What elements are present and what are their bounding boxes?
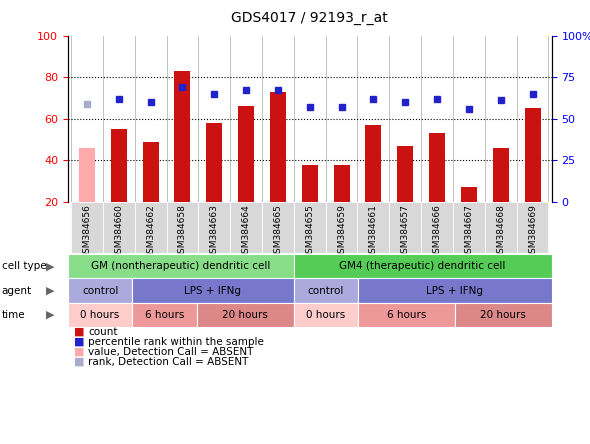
Text: 6 hours: 6 hours: [387, 310, 426, 320]
Text: GSM384655: GSM384655: [305, 205, 314, 259]
Text: LPS + IFNg: LPS + IFNg: [427, 285, 483, 296]
Text: GSM384665: GSM384665: [273, 205, 283, 259]
Bar: [389, 202, 421, 253]
Bar: [421, 202, 453, 253]
Bar: [230, 202, 262, 253]
Text: GM4 (therapeutic) dendritic cell: GM4 (therapeutic) dendritic cell: [339, 261, 506, 271]
Bar: [429, 133, 445, 202]
Bar: [238, 106, 254, 202]
Text: control: control: [82, 285, 118, 296]
Bar: [517, 202, 549, 253]
Text: 6 hours: 6 hours: [145, 310, 184, 320]
Text: agent: agent: [2, 285, 32, 296]
Bar: [198, 202, 230, 253]
Bar: [302, 165, 317, 202]
Bar: [143, 142, 159, 202]
Text: GSM384659: GSM384659: [337, 205, 346, 259]
Bar: [453, 202, 485, 253]
Bar: [270, 92, 286, 202]
Text: ■: ■: [74, 347, 84, 357]
Bar: [111, 129, 127, 202]
Bar: [525, 108, 540, 202]
Text: GSM384660: GSM384660: [114, 205, 123, 259]
Text: GSM384663: GSM384663: [210, 205, 219, 259]
Text: GSM384668: GSM384668: [496, 205, 505, 259]
Bar: [397, 146, 413, 202]
Text: GM (nontherapeutic) dendritic cell: GM (nontherapeutic) dendritic cell: [91, 261, 270, 271]
Text: ■: ■: [74, 357, 84, 367]
Bar: [79, 148, 95, 202]
Text: ▶: ▶: [47, 285, 55, 296]
Text: 0 hours: 0 hours: [306, 310, 346, 320]
Text: 20 hours: 20 hours: [480, 310, 526, 320]
Bar: [326, 202, 358, 253]
Bar: [135, 202, 166, 253]
Bar: [103, 202, 135, 253]
Text: time: time: [2, 310, 25, 320]
Text: GSM384661: GSM384661: [369, 205, 378, 259]
Text: rank, Detection Call = ABSENT: rank, Detection Call = ABSENT: [88, 357, 249, 367]
Text: 0 hours: 0 hours: [80, 310, 120, 320]
Text: GSM384656: GSM384656: [83, 205, 91, 259]
Bar: [294, 202, 326, 253]
Text: cell type: cell type: [2, 261, 47, 271]
Text: GSM384658: GSM384658: [178, 205, 187, 259]
Text: value, Detection Call = ABSENT: value, Detection Call = ABSENT: [88, 347, 254, 357]
Text: GSM384657: GSM384657: [401, 205, 409, 259]
Text: percentile rank within the sample: percentile rank within the sample: [88, 337, 264, 347]
Text: ▶: ▶: [47, 261, 55, 271]
Bar: [175, 71, 191, 202]
Bar: [166, 202, 198, 253]
Text: GSM384669: GSM384669: [528, 205, 537, 259]
Bar: [358, 202, 389, 253]
Text: GSM384666: GSM384666: [432, 205, 441, 259]
Text: GSM384667: GSM384667: [464, 205, 473, 259]
Text: GSM384664: GSM384664: [241, 205, 251, 259]
Text: ■: ■: [74, 337, 84, 347]
Bar: [71, 202, 103, 253]
Bar: [262, 202, 294, 253]
Text: GDS4017 / 92193_r_at: GDS4017 / 92193_r_at: [231, 11, 388, 25]
Text: control: control: [308, 285, 344, 296]
Text: GSM384662: GSM384662: [146, 205, 155, 259]
Text: 20 hours: 20 hours: [222, 310, 268, 320]
Bar: [493, 148, 509, 202]
Bar: [206, 123, 222, 202]
Text: ■: ■: [74, 327, 84, 337]
Text: LPS + IFNg: LPS + IFNg: [185, 285, 241, 296]
Bar: [461, 187, 477, 202]
Text: ▶: ▶: [47, 310, 55, 320]
Bar: [485, 202, 517, 253]
Text: count: count: [88, 327, 118, 337]
Bar: [333, 165, 349, 202]
Bar: [365, 125, 381, 202]
